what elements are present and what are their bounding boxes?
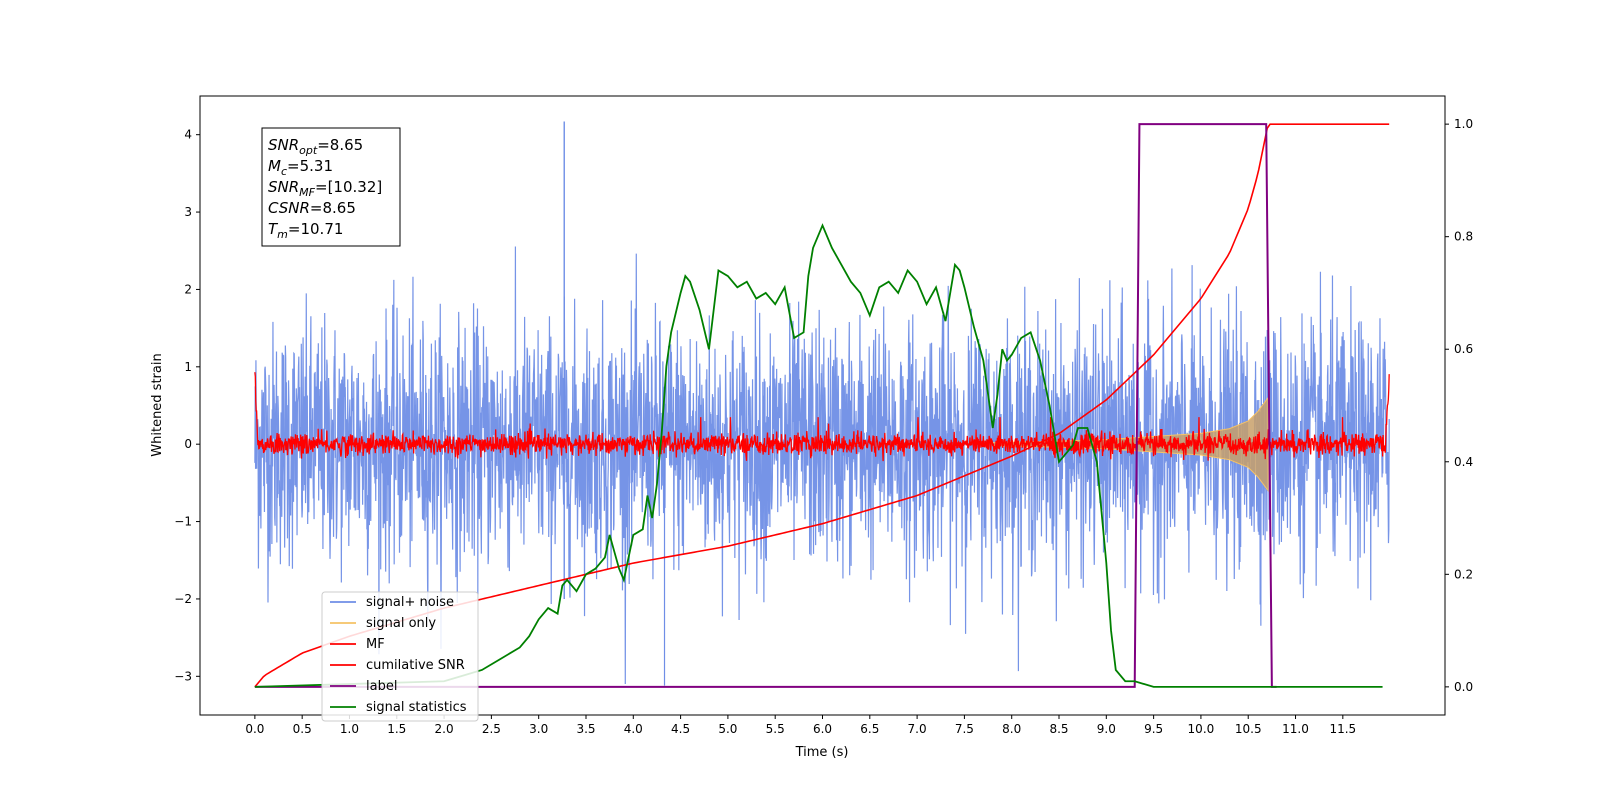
x-tick-label: 6.0: [813, 722, 832, 736]
y-left-tick-label: −3: [174, 669, 192, 683]
legend-label: MF: [366, 637, 385, 652]
x-axis-label: Time (s): [795, 745, 849, 760]
annotation-frame: [261, 127, 401, 247]
x-tick-label: 10.5: [1235, 722, 1262, 736]
x-tick-label: 8.5: [1049, 722, 1068, 736]
y-right-tick-label: 0.4: [1454, 455, 1473, 469]
y-right-tick-label: 1.0: [1454, 117, 1473, 131]
y-right-tick-label: 0.0: [1454, 680, 1473, 694]
x-tick-label: 8.0: [1002, 722, 1021, 736]
x-tick-label: 7.5: [955, 722, 974, 736]
axis-ticks-layer: 0.0 0.5 1.0 1.5 2.0 2.5 3.0 3.5 4.0 4.5 5.0 5.5 6.0 6…: [174, 117, 1473, 736]
annotation-line: CSNR=8.65: [268, 199, 356, 217]
y-left-tick-label: −2: [174, 592, 192, 606]
annotation-line: SNRMF=[10.32]: [268, 178, 382, 199]
y-right-tick-label: 0.2: [1454, 567, 1473, 581]
x-tick-label: 7.0: [908, 722, 927, 736]
legend-label: signal+ noise: [366, 595, 454, 610]
annotation-line: SNRopt=8.65: [268, 136, 363, 157]
x-tick-label: 3.0: [529, 722, 548, 736]
x-tick-label: 4.0: [624, 722, 643, 736]
legend: signal+ noise signal only MF cumilative SNR…: [321, 591, 479, 722]
x-tick-label: 2.0: [435, 722, 454, 736]
series-signal-noise-line: [254, 246, 1390, 685]
series-signal-statistics-line: [254, 223, 1383, 688]
x-tick-label: 11.5: [1329, 722, 1356, 736]
x-tick-label: 5.5: [766, 722, 785, 736]
y-left-tick-label: −1: [174, 515, 192, 529]
x-tick-label: 9.0: [1097, 722, 1116, 736]
y-axis-label-left: Whitened strain: [150, 353, 165, 456]
x-tick-label: 3.5: [576, 722, 595, 736]
y-left-tick-label: 4: [184, 128, 192, 142]
annotation-line: Tm=10.71: [268, 220, 343, 241]
x-tick-label: 1.0: [340, 722, 359, 736]
x-tick-label: 4.5: [671, 722, 690, 736]
y-left-tick-label: 1: [184, 360, 192, 374]
x-tick-label: 6.5: [860, 722, 879, 736]
x-tick-label: 1.5: [387, 722, 406, 736]
y-right-tick-label: 0.6: [1454, 342, 1473, 356]
legend-frame: [321, 591, 479, 722]
y-right-tick-label: 0.8: [1454, 230, 1473, 244]
x-tick-label: 0.5: [293, 722, 312, 736]
snr-annotation-box: SNRopt=8.65Mc=5.31SNRMF=[10.32]CSNR=8.65…: [261, 127, 401, 247]
x-tick-label: 11.0: [1282, 722, 1309, 736]
legend-label: cumilative SNR: [366, 658, 465, 673]
annotation-line: Mc=5.31: [268, 157, 333, 178]
legend-label: label: [366, 679, 397, 694]
x-tick-label: 5.0: [718, 722, 737, 736]
x-tick-label: 2.5: [482, 722, 501, 736]
y-left-tick-label: 0: [184, 437, 192, 451]
legend-label: signal statistics: [366, 700, 467, 715]
x-tick-label: 9.5: [1144, 722, 1163, 736]
legend-label: signal only: [366, 616, 436, 631]
y-left-tick-label: 2: [184, 282, 192, 296]
x-tick-label: 10.0: [1188, 722, 1215, 736]
y-left-tick-label: 3: [184, 205, 192, 219]
x-tick-label: 0.0: [245, 722, 264, 736]
series-mf-line: [254, 372, 1390, 462]
